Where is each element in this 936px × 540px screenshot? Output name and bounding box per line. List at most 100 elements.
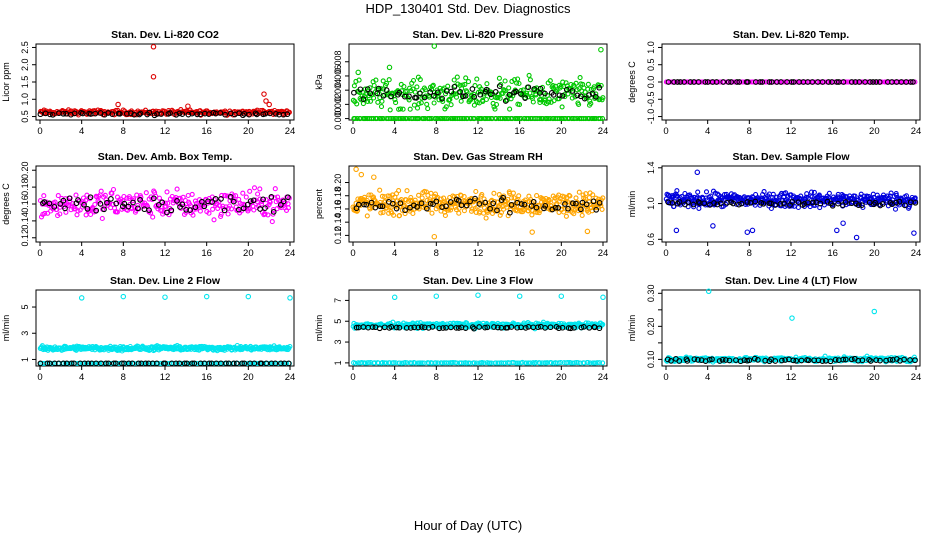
y-tick-label: 0.5 xyxy=(20,110,30,123)
data-point xyxy=(153,360,160,367)
data-point xyxy=(859,357,866,364)
data-point xyxy=(511,195,517,201)
data-point xyxy=(587,360,593,366)
x-tick-label: 4 xyxy=(392,372,397,383)
data-point xyxy=(825,79,832,85)
data-point xyxy=(218,196,224,202)
y-tick-label: 1.5 xyxy=(20,76,30,89)
data-point xyxy=(439,204,445,210)
data-point xyxy=(448,102,454,108)
data-point xyxy=(406,97,412,103)
data-point xyxy=(37,111,44,118)
data-point xyxy=(842,199,849,205)
data-point xyxy=(241,360,248,367)
data-point xyxy=(728,79,735,85)
data-point xyxy=(716,358,723,364)
data-point xyxy=(531,86,537,92)
y-tick-label: 0.12 xyxy=(20,229,30,247)
data-point xyxy=(421,94,428,101)
data-point xyxy=(901,356,907,363)
data-point xyxy=(206,210,212,216)
data-point xyxy=(443,104,449,110)
data-point xyxy=(547,324,554,331)
data-point xyxy=(285,205,291,211)
data-point xyxy=(243,194,249,200)
data-point xyxy=(730,200,737,207)
data-point xyxy=(176,360,183,367)
data-point xyxy=(695,189,701,195)
data-point xyxy=(60,197,67,204)
data-point xyxy=(576,101,582,108)
data-point xyxy=(483,86,490,93)
panel-title: Stan. Dev. Li-820 Temp. xyxy=(733,29,849,41)
data-point xyxy=(161,209,167,215)
data-point xyxy=(569,88,576,94)
data-point xyxy=(263,360,270,367)
data-point xyxy=(197,208,203,214)
data-point xyxy=(421,324,428,331)
data-point xyxy=(563,86,570,93)
x-tick-label: 12 xyxy=(786,248,797,259)
panel-title: Stan. Dev. Amb. Box Temp. xyxy=(98,151,233,163)
y-axis-label: degrees C xyxy=(627,61,637,103)
data-point xyxy=(220,203,226,209)
data-point xyxy=(57,201,64,207)
data-point xyxy=(150,214,156,220)
data-point xyxy=(448,88,455,95)
data-point xyxy=(387,116,393,122)
outlier-point xyxy=(744,229,751,235)
series-mean xyxy=(351,83,603,104)
data-point xyxy=(98,188,104,194)
data-point xyxy=(73,192,79,198)
data-point xyxy=(761,189,767,195)
x-tick-label: 8 xyxy=(434,126,439,137)
y-axis-label: degrees C xyxy=(1,183,11,225)
series-band xyxy=(663,288,918,365)
x-tick-label: 20 xyxy=(869,126,880,137)
data-point xyxy=(404,360,410,366)
data-point xyxy=(146,109,153,116)
data-point xyxy=(378,210,384,216)
outlier-point xyxy=(789,315,795,321)
x-tick-label: 12 xyxy=(473,126,484,137)
data-point xyxy=(393,205,400,212)
outlier-point xyxy=(853,234,860,241)
series-cloud xyxy=(350,43,606,113)
data-point xyxy=(468,208,475,214)
data-point xyxy=(484,324,491,331)
data-point xyxy=(695,79,702,85)
data-point xyxy=(417,90,423,97)
data-point xyxy=(502,98,509,104)
x-tick-label: 0 xyxy=(350,248,355,259)
data-point xyxy=(284,360,290,366)
data-point xyxy=(136,111,143,118)
data-point xyxy=(121,200,128,207)
data-point xyxy=(233,193,239,199)
data-point xyxy=(497,202,503,209)
panel-title: Stan. Dev. Gas Stream RH xyxy=(413,151,542,163)
data-point xyxy=(596,325,603,332)
data-point xyxy=(852,193,858,199)
data-point xyxy=(209,199,215,205)
data-point xyxy=(396,89,403,96)
y-tick-label: 0.16 xyxy=(333,200,343,218)
x-tick-label: 8 xyxy=(121,372,126,383)
data-point xyxy=(406,93,412,100)
data-point xyxy=(726,357,733,364)
data-point xyxy=(746,357,753,364)
data-point xyxy=(752,198,759,205)
data-point xyxy=(471,91,477,97)
y-axis-label: kPa xyxy=(314,74,324,90)
data-point xyxy=(870,79,876,85)
series-mean xyxy=(37,109,291,119)
data-point xyxy=(211,217,217,223)
data-point xyxy=(502,78,508,84)
data-point xyxy=(456,116,462,122)
data-point xyxy=(137,110,144,117)
data-point xyxy=(431,100,437,106)
data-point xyxy=(418,100,424,106)
data-point xyxy=(565,205,571,212)
outlier-point xyxy=(673,227,680,234)
data-point xyxy=(374,90,381,97)
x-tick-label: 0 xyxy=(37,372,42,383)
